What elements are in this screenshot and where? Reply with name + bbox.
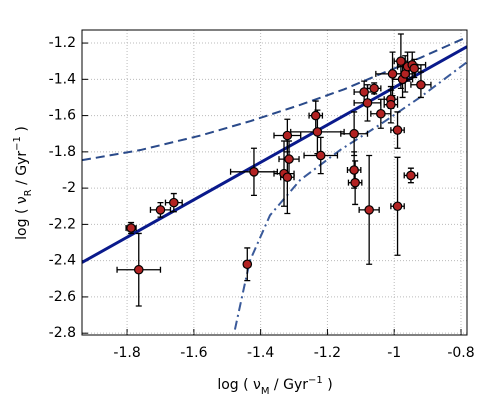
data-point bbox=[282, 172, 293, 183]
data-point bbox=[242, 259, 253, 270]
label-part: M bbox=[261, 386, 270, 397]
label-part: / Gyr bbox=[269, 377, 308, 393]
x-tick-label: -1.2 bbox=[314, 345, 341, 361]
label-part: ) bbox=[323, 377, 333, 393]
model-line bbox=[233, 61, 467, 330]
data-point bbox=[349, 128, 359, 139]
data-point bbox=[133, 264, 144, 275]
label-part: log ( ν bbox=[14, 196, 30, 240]
y-tick-label: -2.4 bbox=[49, 253, 76, 269]
data-point bbox=[396, 56, 406, 66]
data-point bbox=[362, 98, 373, 108]
data-point bbox=[284, 154, 294, 164]
y-tick-label: -2.8 bbox=[49, 325, 76, 341]
data-point bbox=[387, 69, 398, 79]
y-axis-label: log ( νR / Gyr−1 ) bbox=[12, 126, 34, 240]
data-point bbox=[249, 167, 259, 177]
plot-frame bbox=[81, 29, 468, 336]
data-point bbox=[406, 170, 416, 181]
y-tick-label: -1.2 bbox=[49, 35, 76, 51]
y-tick-label: -1.4 bbox=[49, 71, 76, 87]
x-tick-label: -1.4 bbox=[247, 345, 274, 361]
data-point bbox=[349, 165, 359, 175]
label-part: R bbox=[23, 189, 34, 196]
data-point bbox=[392, 201, 403, 212]
y-tick-label: -2.2 bbox=[49, 216, 76, 232]
data-point bbox=[386, 99, 396, 110]
y-tick-label: -1.6 bbox=[49, 108, 76, 124]
data-point bbox=[369, 83, 379, 94]
y-tick-label: -2.6 bbox=[49, 289, 76, 305]
y-tick-label: -2 bbox=[62, 180, 76, 196]
data-point bbox=[350, 177, 360, 188]
data-point bbox=[310, 110, 321, 121]
x-tick-label: -1.8 bbox=[113, 345, 140, 361]
x-tick-label: -1 bbox=[387, 345, 401, 361]
data-point bbox=[416, 79, 426, 90]
data-point bbox=[409, 63, 420, 74]
data-point bbox=[364, 205, 374, 215]
label-part: ) bbox=[14, 126, 30, 136]
data-point bbox=[169, 197, 179, 208]
data-point bbox=[126, 223, 136, 233]
x-tick-label: -1.6 bbox=[180, 345, 207, 361]
x-tick-label: -0.8 bbox=[447, 345, 474, 361]
data-point bbox=[315, 150, 326, 161]
data-point bbox=[155, 205, 166, 215]
x-axis-label: log ( νM / Gyr−1 ) bbox=[217, 375, 332, 397]
label-part: log ( ν bbox=[217, 377, 261, 393]
data-point bbox=[312, 127, 323, 137]
label-part: −1 bbox=[12, 136, 23, 151]
label-part: −1 bbox=[308, 375, 323, 386]
label-part: / Gyr bbox=[14, 151, 30, 190]
model-line bbox=[82, 36, 467, 162]
y-tick-label: -1.8 bbox=[49, 144, 76, 160]
data-point bbox=[376, 108, 386, 119]
data-point bbox=[282, 130, 293, 141]
data-point bbox=[359, 87, 369, 97]
data-point bbox=[392, 125, 403, 135]
